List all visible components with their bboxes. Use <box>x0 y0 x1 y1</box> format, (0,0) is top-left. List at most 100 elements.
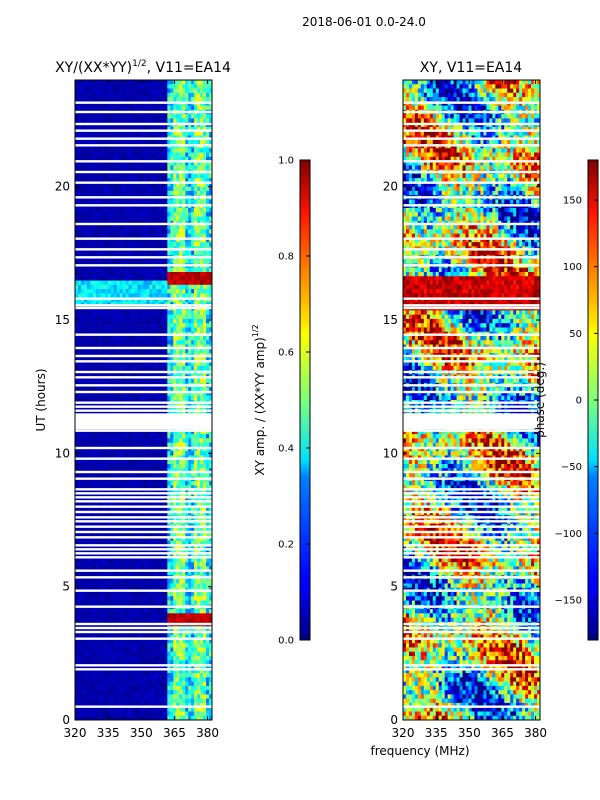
left-heatmap-cell <box>155 216 159 222</box>
left-heatmap-cell <box>113 118 118 124</box>
left-heatmap-cell <box>107 438 112 444</box>
left-heatmap-cell <box>143 293 147 298</box>
left-heatmap-cell <box>155 178 159 183</box>
left-heatmap-cell <box>83 485 88 490</box>
left-heatmap-cell <box>75 357 79 362</box>
left-heatmap-cell <box>149 502 153 508</box>
left-heatmap-cell <box>155 340 159 345</box>
left-heatmap-cell <box>131 289 135 294</box>
left-heatmap-cell <box>75 540 79 546</box>
left-heatmap-cell <box>194 280 198 286</box>
left-heatmap-cell <box>197 250 201 256</box>
left-heatmap-cell <box>119 139 124 145</box>
left-heatmap-cell <box>89 438 94 444</box>
left-heatmap-cell <box>167 348 171 354</box>
left-heatmap-cell <box>164 395 168 401</box>
left-heatmap-cell <box>206 165 210 170</box>
left-heatmap-cell <box>209 340 212 345</box>
left-heatmap-cell <box>164 468 168 473</box>
left-heatmap-cell <box>161 323 165 328</box>
left-heatmap-cell <box>134 165 138 170</box>
left-heatmap-cell <box>158 464 162 469</box>
left-heatmap-cell <box>158 97 162 102</box>
left-heatmap-cell <box>83 126 88 132</box>
left-heatmap-cell <box>134 348 138 354</box>
left-heatmap-cell <box>179 506 183 512</box>
left-heatmap-cell <box>107 348 112 354</box>
left-heatmap-cell <box>185 481 189 486</box>
left-heatmap-cell <box>116 532 121 537</box>
left-heatmap-cell <box>89 161 94 166</box>
left-heatmap-cell <box>101 148 106 153</box>
left-heatmap-cell <box>194 97 198 102</box>
left-heatmap-cell <box>206 510 210 516</box>
left-heatmap-cell <box>185 510 189 516</box>
left-heatmap-cell <box>86 208 91 213</box>
left-heatmap-cell <box>182 340 186 345</box>
left-heatmap-cell <box>143 468 147 473</box>
left-heatmap-cell <box>155 438 159 444</box>
left-heatmap-cell <box>89 156 94 162</box>
left-heatmap-cell <box>179 459 183 465</box>
left-heatmap-cell <box>131 361 135 367</box>
left-heatmap-cell <box>131 165 135 170</box>
left-heatmap-cell <box>101 178 106 183</box>
left-heatmap-cell <box>179 88 183 94</box>
left-heatmap-cell <box>167 502 171 508</box>
left-heatmap-cell <box>83 438 88 444</box>
left-heatmap-cell <box>152 280 156 286</box>
left-heatmap-cell <box>77 489 82 495</box>
left-heatmap-cell <box>101 182 106 188</box>
left-heatmap-cell <box>197 190 201 196</box>
left-heatmap-cell <box>131 434 135 439</box>
left-heatmap-cell <box>176 314 180 320</box>
left-heatmap-cell <box>200 336 204 341</box>
left-heatmap-cell <box>89 502 94 508</box>
left-heatmap-cell <box>164 237 168 243</box>
left-heatmap-cell <box>128 318 132 324</box>
left-heatmap-cell <box>209 161 212 166</box>
left-heatmap-cell <box>179 395 183 401</box>
left-heatmap-cell <box>95 438 100 444</box>
left-heatmap-cell <box>206 250 210 256</box>
left-heatmap-cell <box>173 242 177 247</box>
left-heatmap-cell <box>101 237 106 243</box>
left-heatmap-cell <box>170 284 174 290</box>
left-heatmap-cell <box>206 310 210 316</box>
left-heatmap-cell <box>95 485 100 490</box>
left-heatmap-cell <box>176 459 180 465</box>
left-heatmap-cell <box>182 225 186 230</box>
left-heatmap-cell <box>137 297 141 303</box>
left-heatmap-cell <box>182 468 186 473</box>
left-heatmap-cell <box>122 442 127 448</box>
left-heatmap-cell <box>182 438 186 444</box>
left-heatmap-cell <box>98 510 103 516</box>
left-heatmap-cell <box>86 272 91 277</box>
left-heatmap-cell <box>149 540 153 546</box>
left-heatmap-cell <box>203 289 207 294</box>
left-heatmap-cell <box>137 259 141 264</box>
left-heatmap-cell <box>182 318 186 324</box>
left-heatmap-cell <box>143 216 147 222</box>
left-heatmap-cell <box>164 208 168 213</box>
left-heatmap-cell <box>188 451 192 456</box>
left-heatmap-cell <box>176 186 180 192</box>
left-heatmap-cell <box>110 336 115 341</box>
left-heatmap-cell <box>155 173 159 179</box>
left-heatmap-cell <box>110 365 115 371</box>
left-heatmap-cell <box>131 272 135 277</box>
left-heatmap-cell <box>80 105 85 111</box>
left-heatmap-cell <box>173 318 177 324</box>
left-heatmap-cell <box>83 280 88 286</box>
left-heatmap-cell <box>98 131 103 136</box>
left-heatmap-cell <box>134 92 138 98</box>
left-heatmap-cell <box>155 186 159 192</box>
left-heatmap-cell <box>119 225 124 230</box>
left-heatmap-cell <box>182 152 186 158</box>
left-heatmap-cell <box>134 293 138 298</box>
left-heatmap-cell <box>182 267 186 273</box>
left-heatmap-cell <box>188 361 192 367</box>
left-heatmap-cell <box>80 208 85 213</box>
left-heatmap-cell <box>116 84 121 89</box>
left-heatmap-cell <box>176 442 180 448</box>
